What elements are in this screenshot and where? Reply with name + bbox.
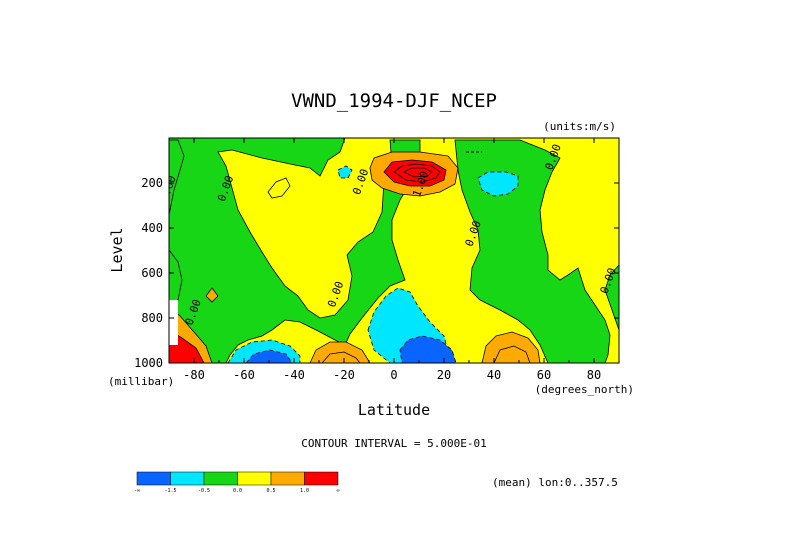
contour-field: 0.00 0.000.000.000.000.000.000.001.00 bbox=[158, 138, 619, 363]
contour-orange-south-inner bbox=[321, 351, 361, 363]
colorbar-label: 0.5 bbox=[266, 488, 275, 494]
region-blue-lower bbox=[399, 335, 457, 363]
y-axis-units: (millibar) bbox=[108, 375, 174, 388]
region-cyan-upper bbox=[477, 171, 519, 197]
contour-red-inner-1 bbox=[393, 163, 441, 183]
x-tick-label: -80 bbox=[183, 368, 205, 382]
region-cyan-small bbox=[337, 165, 353, 179]
colorbar-swatch bbox=[203, 471, 238, 486]
colorbar-label: ∞ bbox=[336, 488, 339, 494]
contour-label: 0.00 bbox=[158, 174, 179, 203]
region-orange-patch bbox=[205, 287, 219, 303]
y-tick-label: 1000 bbox=[134, 356, 163, 370]
colorbar-label: -∞ bbox=[134, 488, 140, 494]
colorbar-swatch bbox=[170, 471, 205, 486]
colorbar-label: 1.0 bbox=[300, 488, 309, 494]
region-blue-south bbox=[245, 349, 293, 363]
colorbar-swatch bbox=[237, 471, 272, 486]
x-tick-label: 80 bbox=[587, 368, 601, 382]
x-tick-label: -20 bbox=[333, 368, 355, 382]
colorbar: -∞ -1.5 -0.5 0.0 0.5 1.0 ∞ bbox=[134, 471, 340, 494]
y-axis-label: Level bbox=[108, 227, 126, 272]
x-axis-units: (degrees_north) bbox=[535, 383, 634, 396]
x-tick-label: 40 bbox=[487, 368, 501, 382]
region-orange-north-surface bbox=[481, 331, 541, 363]
contour-red-inner-2 bbox=[403, 167, 433, 178]
region-yellow-blob bbox=[267, 177, 291, 199]
x-tick-label: 20 bbox=[437, 368, 451, 382]
y-axis-ticks: 200 400 600 800 1000 bbox=[134, 176, 619, 370]
colorbar-swatch bbox=[136, 471, 171, 486]
colorbar-swatch bbox=[304, 471, 339, 486]
y-tick-label: 600 bbox=[141, 266, 163, 280]
y-tick-label: 200 bbox=[141, 176, 163, 190]
units-note: (units:m/s) bbox=[543, 120, 616, 133]
colorbar-label: -0.5 bbox=[198, 488, 210, 494]
contour-orange-north-inner bbox=[493, 345, 531, 363]
colorbar-label: 0.0 bbox=[233, 488, 242, 494]
x-axis-label: Latitude bbox=[358, 401, 430, 419]
mean-note: (mean) lon:0..357.5 bbox=[492, 476, 618, 489]
x-tick-label: 0 bbox=[390, 368, 397, 382]
region-white-gap bbox=[169, 300, 178, 345]
colorbar-label: -1.5 bbox=[164, 488, 176, 494]
x-tick-label: -60 bbox=[233, 368, 255, 382]
y-tick-label: 800 bbox=[141, 311, 163, 325]
x-tick-label: -40 bbox=[283, 368, 305, 382]
x-tick-label: 60 bbox=[537, 368, 551, 382]
contour-interval-note: CONTOUR INTERVAL = 5.000E-01 bbox=[301, 437, 486, 450]
x-axis-ticks: -80 -60 -40 -20 0 20 40 60 80 bbox=[168, 138, 620, 382]
region-green-patch-b bbox=[169, 249, 183, 307]
region-green-north-edge bbox=[604, 264, 619, 331]
colorbar-swatch bbox=[270, 471, 305, 486]
y-tick-label: 400 bbox=[141, 221, 163, 235]
chart-title: VWND_1994-DJF_NCEP bbox=[291, 90, 497, 112]
